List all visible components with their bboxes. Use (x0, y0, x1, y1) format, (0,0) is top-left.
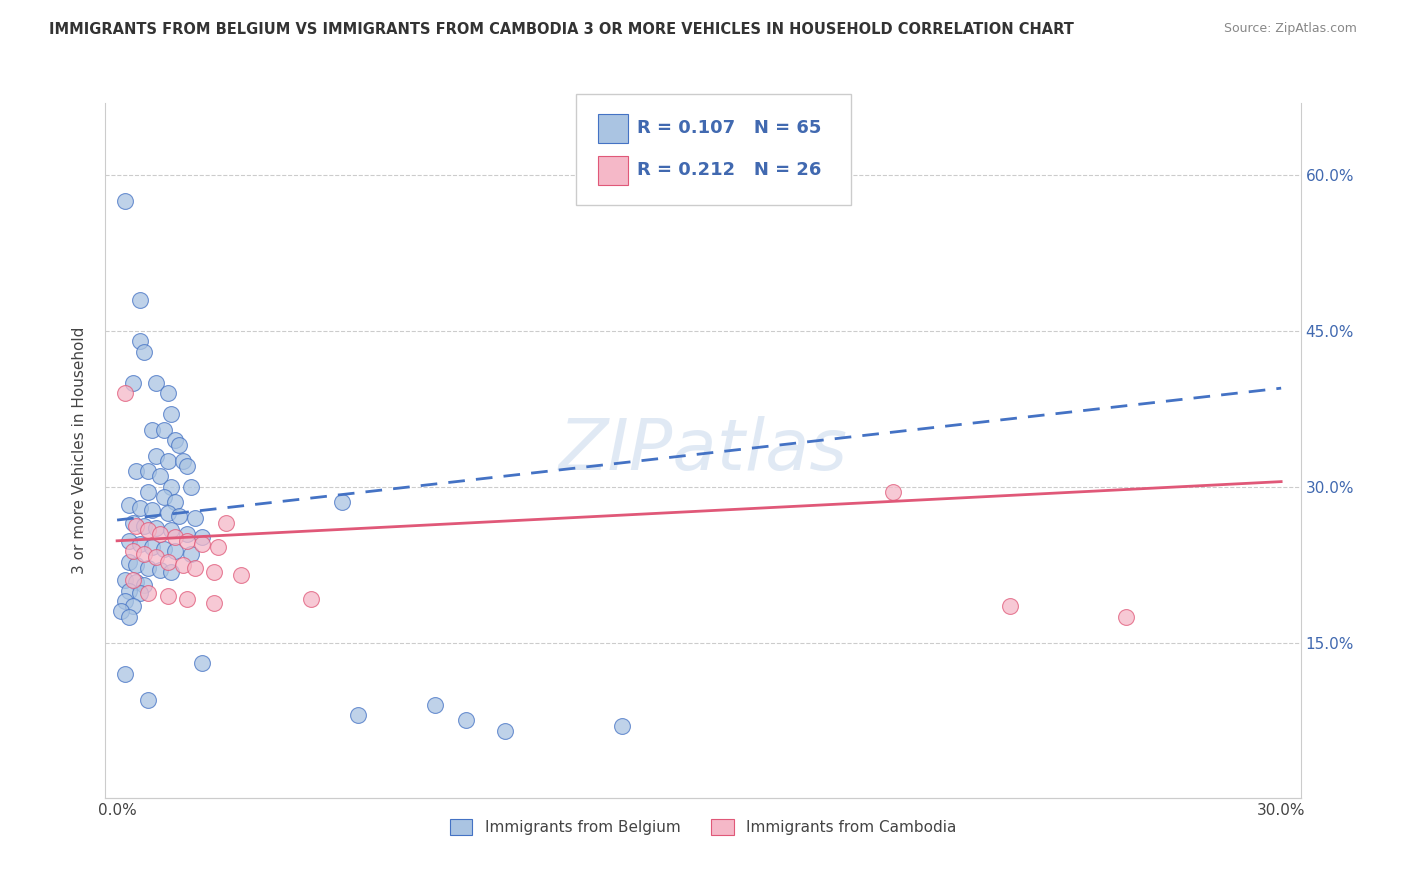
Point (167, 508, 190, 523)
Point (149, 563, 172, 577)
Point (180, 480, 202, 494)
Point (129, 585, 152, 599)
Point (231, 568, 253, 582)
Point (136, 561, 159, 575)
Point (141, 540, 163, 554)
Point (118, 583, 141, 598)
Point (172, 558, 194, 572)
Point (118, 533, 141, 548)
Point (145, 449, 167, 463)
Text: R = 0.212   N = 26: R = 0.212 N = 26 (637, 161, 821, 179)
Point (156, 386, 179, 401)
Point (136, 485, 159, 500)
Point (118, 555, 141, 569)
Legend: Immigrants from Belgium, Immigrants from Cambodia: Immigrants from Belgium, Immigrants from… (441, 812, 965, 843)
Point (152, 490, 174, 504)
Point (141, 423, 163, 437)
Point (202, 565, 225, 579)
Point (165, 495, 187, 509)
Point (125, 464, 148, 478)
Point (156, 454, 179, 468)
Point (114, 666, 136, 681)
Point (207, 540, 229, 554)
Point (136, 585, 159, 599)
Point (191, 657, 214, 671)
Point (129, 334, 152, 349)
Point (121, 544, 143, 558)
Point (145, 550, 167, 565)
Point (176, 458, 198, 473)
Point (346, 708, 368, 723)
Point (156, 589, 179, 603)
Point (114, 594, 136, 608)
Point (149, 526, 172, 541)
Point (125, 575, 148, 590)
Text: Source: ZipAtlas.com: Source: ZipAtlas.com (1223, 22, 1357, 36)
Point (176, 526, 198, 541)
Point (149, 469, 172, 483)
Point (134, 344, 156, 359)
Point (121, 574, 143, 588)
Point (125, 558, 148, 572)
Point (330, 495, 353, 509)
Point (145, 376, 167, 390)
Point (121, 516, 143, 530)
Point (160, 480, 183, 494)
Point (160, 524, 183, 538)
Point (129, 293, 152, 307)
Point (425, 698, 447, 712)
Point (215, 516, 238, 530)
Point (114, 386, 136, 401)
Point (156, 555, 179, 569)
Point (136, 464, 159, 478)
Point (134, 519, 156, 533)
Point (176, 591, 198, 606)
Point (165, 544, 187, 558)
Point (129, 500, 152, 515)
Point (172, 454, 194, 468)
Point (160, 565, 183, 579)
Point (176, 533, 198, 548)
Text: ZIPatlas: ZIPatlas (558, 416, 848, 485)
Point (191, 537, 214, 551)
Point (118, 499, 141, 513)
Point (152, 542, 174, 557)
Point (110, 604, 132, 618)
Point (165, 433, 187, 447)
Point (134, 578, 156, 592)
Point (141, 502, 163, 516)
Text: R = 0.107   N = 65: R = 0.107 N = 65 (637, 120, 821, 137)
Point (121, 599, 143, 614)
Point (145, 521, 167, 535)
Point (114, 574, 136, 588)
Point (167, 438, 190, 452)
Point (882, 485, 904, 500)
Point (202, 596, 225, 610)
Point (118, 609, 141, 624)
Point (183, 561, 205, 575)
Point (299, 591, 322, 606)
Point (125, 519, 148, 533)
Point (114, 194, 136, 209)
Point (156, 506, 179, 520)
Point (456, 714, 478, 728)
Point (191, 530, 214, 544)
Point (134, 547, 156, 561)
Point (183, 511, 205, 525)
Point (152, 423, 174, 437)
Point (1115, 609, 1137, 624)
Point (136, 692, 159, 706)
Point (136, 524, 159, 538)
Point (494, 723, 516, 738)
Point (121, 376, 143, 390)
Text: IMMIGRANTS FROM BELGIUM VS IMMIGRANTS FROM CAMBODIA 3 OR MORE VEHICLES IN HOUSEH: IMMIGRANTS FROM BELGIUM VS IMMIGRANTS FR… (49, 22, 1074, 37)
Point (180, 547, 202, 561)
Point (998, 599, 1021, 614)
Point (610, 719, 633, 733)
Point (160, 407, 183, 421)
Y-axis label: 3 or more Vehicles in Household: 3 or more Vehicles in Household (72, 326, 87, 574)
Point (165, 530, 187, 544)
Point (129, 537, 152, 551)
